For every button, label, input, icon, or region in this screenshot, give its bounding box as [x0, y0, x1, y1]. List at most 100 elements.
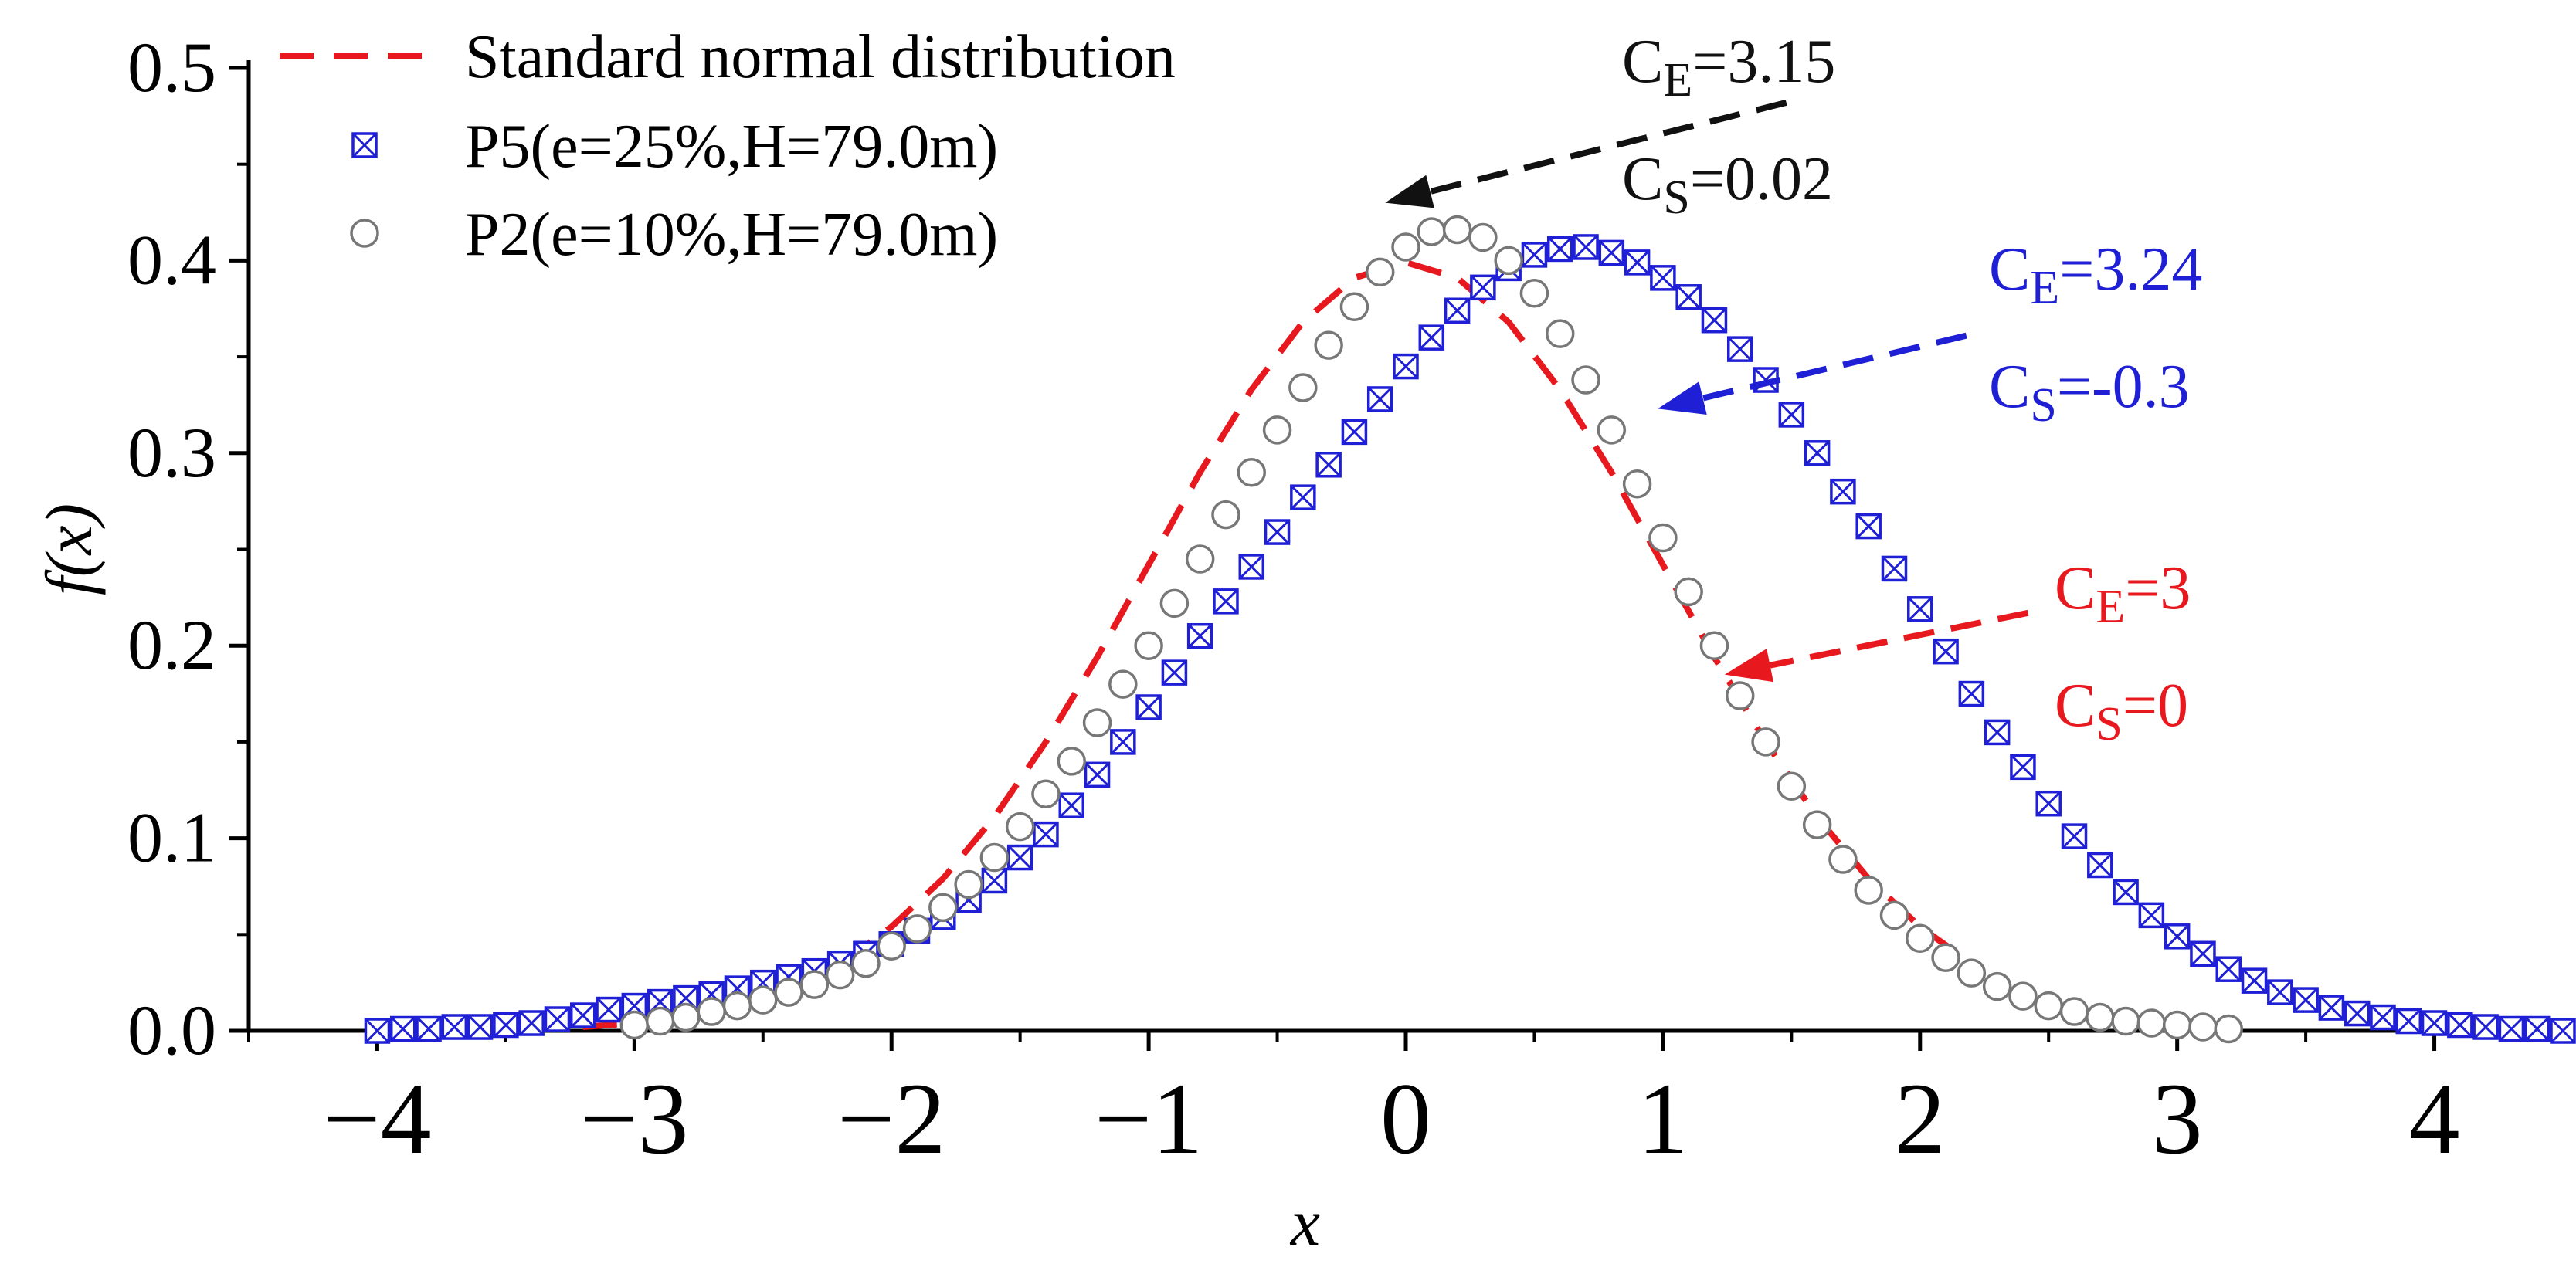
p5-marker-cross-b — [2319, 995, 2344, 1021]
p5-marker-cross-b — [1779, 402, 1804, 427]
p2-marker — [1031, 779, 1061, 808]
p2-marker — [1288, 373, 1318, 402]
p2-marker — [1828, 845, 1858, 874]
p5-marker-cross-b — [1059, 793, 1084, 818]
p2-marker — [2214, 1014, 2243, 1044]
p5-marker-cross-b — [2216, 957, 2242, 982]
p2-marker — [1159, 588, 1190, 618]
legend-label: Standard normal distribution — [465, 23, 1176, 91]
p5-marker-cross-b — [1907, 596, 1933, 622]
annotation-arrow-line — [1769, 609, 2029, 669]
p5-marker-cross-b — [1033, 822, 1059, 847]
p5-marker-cross-b — [1419, 325, 1444, 351]
y-tick-label: 0.4 — [127, 220, 216, 299]
p5-marker-cross-b — [1624, 249, 1650, 275]
p2-marker — [979, 842, 1010, 873]
p5-marker-cross-b — [519, 1010, 545, 1036]
p5-marker-cross-b — [1804, 440, 1830, 466]
p5-marker-cross-b — [1084, 762, 1110, 788]
p2-marker — [1622, 469, 1652, 499]
y-tick-label: 0.3 — [127, 413, 216, 492]
p5-marker-cross-b — [2473, 1014, 2499, 1040]
p2-marker — [1391, 232, 1420, 262]
y-axis-label: f(x) — [32, 503, 106, 595]
p5-marker-cross-b — [1187, 623, 1213, 649]
p5-marker-cross-b — [2267, 980, 2293, 1005]
p2-marker — [1545, 319, 1575, 348]
p2-marker — [1211, 500, 1240, 530]
p5-marker-cross-b — [2293, 988, 2319, 1013]
p2-marker — [1777, 771, 1807, 801]
p5-marker-cross-b — [596, 997, 622, 1022]
p5-marker-cross-b — [2499, 1016, 2524, 1042]
annotation-ce: CE=3.15 — [1622, 28, 1835, 107]
x-tick-label: −3 — [580, 1062, 688, 1175]
p5-marker-cross-b — [1136, 694, 1162, 720]
x-tick-label: 4 — [2409, 1062, 2460, 1175]
p2-marker — [2136, 1008, 2167, 1038]
p5-marker-cross-b — [2422, 1010, 2447, 1036]
p2-marker — [1597, 415, 1627, 445]
p5-marker-cross-b — [1290, 485, 1315, 510]
p2-marker — [1699, 631, 1729, 660]
annotation-cs: CS=0.02 — [1622, 145, 1833, 224]
p2-marker — [2188, 1012, 2218, 1042]
p2-marker — [1648, 523, 1678, 553]
p2-marker — [1726, 681, 1755, 710]
p2-marker — [902, 914, 932, 944]
annotation: CE=3.15 CS=0.02 — [1385, 28, 1835, 224]
p5-marker-cross-b — [442, 1014, 467, 1040]
tick-labels: −4 −3 −2 −1 0 1 2 3 4 0.0 0.1 0.2 0.3 0.4 0.5 — [127, 28, 2460, 1175]
p2-marker — [1005, 812, 1035, 842]
p2-marker — [1906, 923, 1935, 954]
p5-marker-cross-b — [467, 1014, 493, 1040]
annotation: CE=3 CS=0 — [1724, 554, 2191, 751]
p5-marker-cross-b — [2344, 1001, 2370, 1026]
p2-marker — [1314, 330, 1343, 360]
p2-marker — [1674, 577, 1703, 607]
p5-marker-cross-b — [2524, 1016, 2550, 1042]
p5-marker-cross-b — [1727, 337, 1753, 362]
p5-marker-cross-b — [2447, 1012, 2472, 1038]
annotation-ce: CE=3 — [2055, 554, 2191, 633]
legend-swatch-circle — [350, 219, 379, 248]
p2-marker — [619, 1010, 650, 1040]
series-layer — [364, 215, 2576, 1044]
x-tick-label: −4 — [323, 1062, 431, 1175]
p2-marker — [1057, 747, 1086, 776]
x-tick-label: 0 — [1380, 1062, 1431, 1175]
p5-marker-cross-b — [1342, 419, 1367, 445]
p5-marker-cross-b — [351, 132, 378, 158]
p2-marker — [748, 985, 778, 1015]
p2-marker — [954, 869, 983, 900]
series-boxed-x-marker — [364, 234, 2576, 1044]
p2-marker — [1365, 257, 1395, 287]
p5-marker-cross-b — [2087, 852, 2113, 878]
p5-marker-cross-b — [570, 1002, 596, 1028]
p5-marker-cross-b — [1830, 479, 1855, 504]
p2-marker — [1751, 727, 1780, 757]
p2-marker — [2086, 1002, 2115, 1032]
p5-marker-cross-b — [2062, 824, 2087, 849]
p5-marker-cross-b — [1650, 265, 1675, 290]
p5-marker-cross-b — [2139, 903, 2164, 928]
p5-marker-cross-b — [545, 1006, 570, 1032]
p2-marker — [2162, 1010, 2192, 1040]
annotation-arrow-head — [1724, 649, 1773, 683]
p5-marker-cross-b — [365, 1018, 390, 1044]
p5-marker-cross-b — [1676, 284, 1702, 310]
p2-marker — [1519, 279, 1549, 308]
y-tick-label: 0.1 — [127, 798, 216, 877]
p2-marker — [928, 893, 958, 923]
p2-marker — [1108, 669, 1138, 699]
annotation-cs: CS=-0.3 — [1989, 353, 2190, 432]
p2-marker — [1931, 943, 1960, 972]
p2-marker — [877, 931, 906, 961]
legend-item: Standard normal distribution — [280, 23, 1176, 91]
p2-marker — [2034, 991, 2063, 1021]
p2-marker — [1957, 958, 1987, 988]
p5-marker-cross-b — [1162, 660, 1187, 686]
p5-marker-cross-b — [416, 1016, 442, 1042]
p2-marker — [645, 1006, 675, 1036]
